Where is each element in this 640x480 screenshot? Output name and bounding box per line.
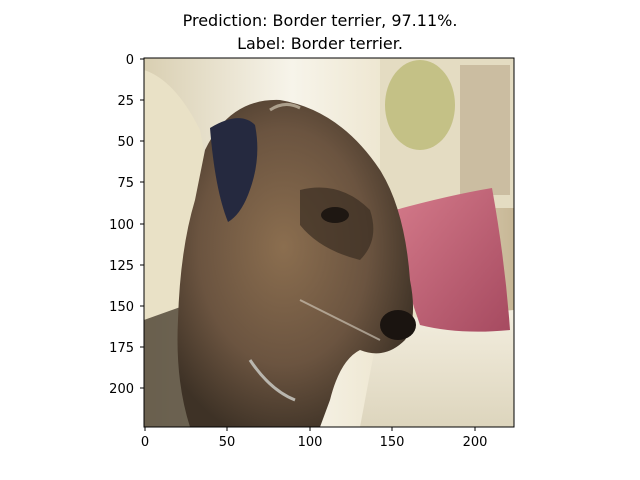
image-frame (143, 57, 515, 428)
y-axis: 0 25 50 75 100 125 150 175 200 (109, 53, 144, 397)
x-tick-label: 100 (298, 435, 323, 450)
dog-nose (380, 310, 416, 340)
y-tick-label: 125 (109, 259, 134, 274)
y-tick-label: 100 (109, 218, 134, 233)
x-tick-label: 0 (141, 435, 149, 450)
dog-photo (144, 58, 514, 427)
wall-shelf (460, 65, 510, 195)
y-tick-label: 200 (109, 382, 134, 397)
pink-pillow (395, 188, 510, 332)
whisker-highlight (299, 299, 381, 341)
y-tick-label: 25 (117, 94, 134, 109)
y-tick-label: 175 (109, 341, 134, 356)
fur-highlight (269, 103, 301, 112)
dog-eye-shadow (300, 187, 374, 260)
dog-collar (248, 359, 296, 402)
dog-eye (321, 207, 349, 223)
y-tick-label: 75 (117, 176, 134, 191)
dog-ear (210, 118, 258, 222)
plot-title-prediction: Prediction: Border terrier, 97.11%. (182, 11, 458, 30)
plant-leaves (385, 60, 455, 150)
y-tick-label: 0 (126, 53, 134, 68)
plot-title-label: Label: Border terrier. (237, 34, 403, 53)
x-tick-label: 50 (219, 435, 236, 450)
x-axis: 0 50 100 150 200 (141, 427, 488, 450)
y-tick-label: 50 (117, 135, 134, 150)
y-tick-label: 150 (109, 300, 134, 315)
x-tick-label: 150 (380, 435, 405, 450)
x-tick-label: 200 (463, 435, 488, 450)
